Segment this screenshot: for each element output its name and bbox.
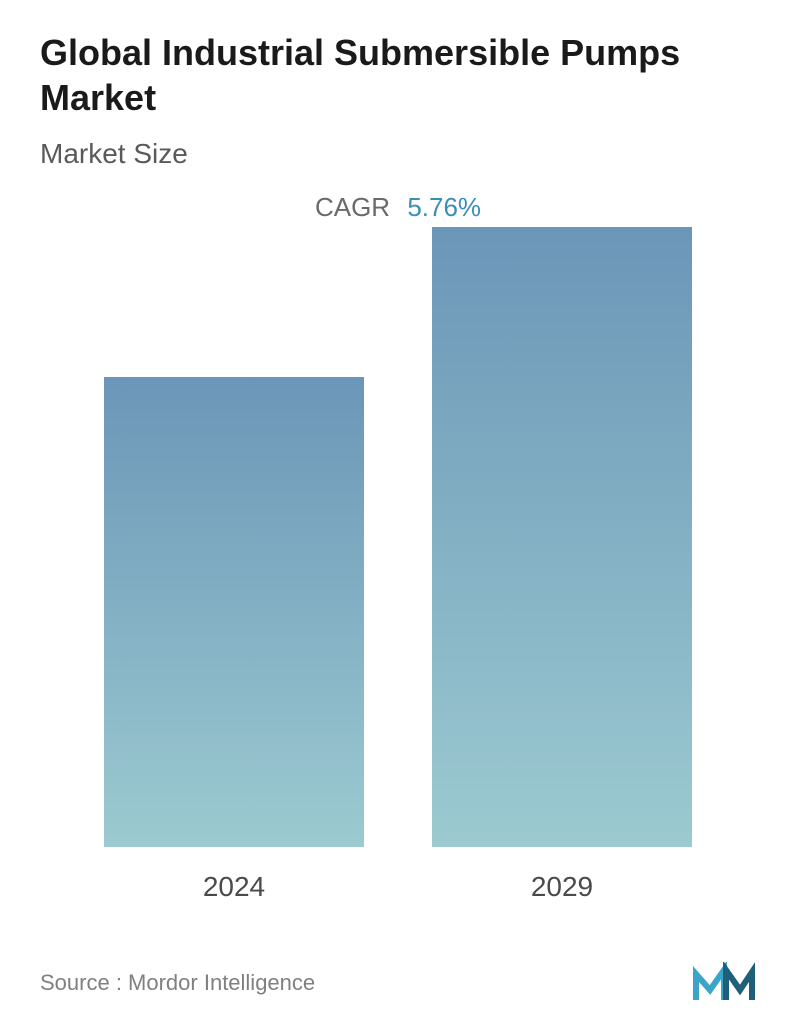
- chart-subtitle: Market Size: [40, 138, 756, 170]
- cagr-value: 5.76%: [407, 192, 481, 222]
- bar-chart: 2024 2029: [40, 263, 756, 903]
- bar-group-2024: 2024: [94, 377, 374, 903]
- bar-label-2024: 2024: [203, 871, 265, 903]
- source-text: Source : Mordor Intelligence: [40, 970, 315, 996]
- bar-2029: [432, 227, 692, 847]
- cagr-row: CAGR 5.76%: [40, 192, 756, 223]
- cagr-label: CAGR: [315, 192, 390, 222]
- chart-title: Global Industrial Submersible Pumps Mark…: [40, 30, 756, 120]
- brand-logo-icon: [692, 962, 756, 1004]
- bar-group-2029: 2029: [422, 227, 702, 903]
- chart-footer: Source : Mordor Intelligence: [40, 962, 756, 1004]
- bar-2024: [104, 377, 364, 847]
- bar-label-2029: 2029: [531, 871, 593, 903]
